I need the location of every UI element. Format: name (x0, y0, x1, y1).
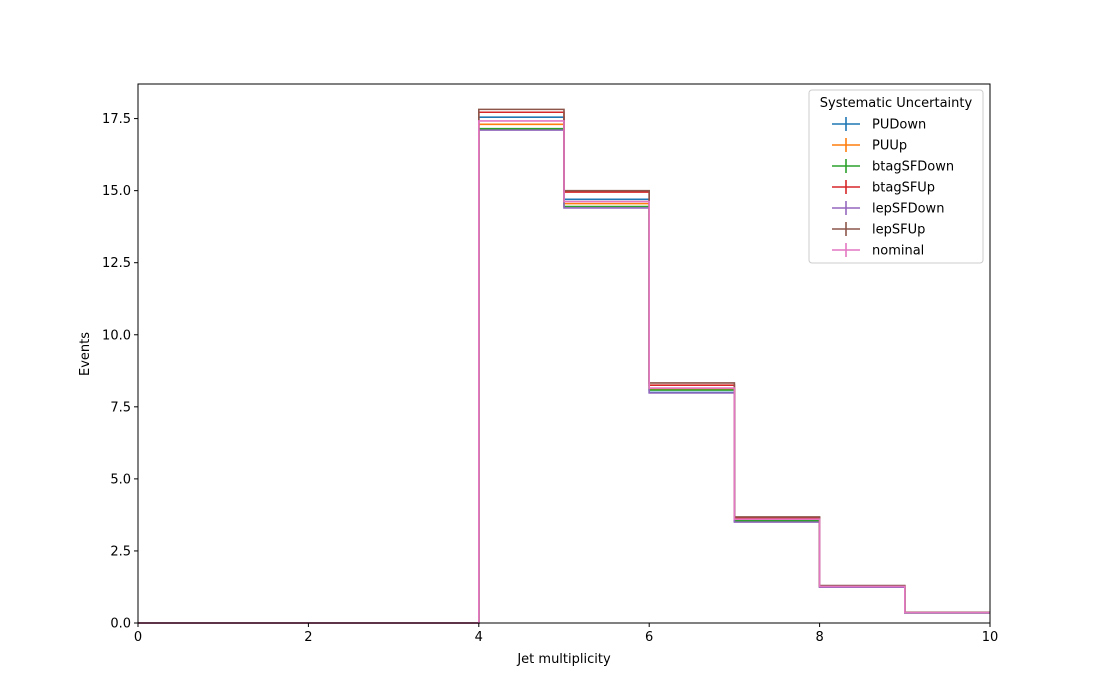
x-tick-label: 0 (134, 630, 142, 645)
legend-label: lepSFUp (872, 223, 925, 238)
y-axis: 0.0 2.5 5.0 7.5 10.0 12.5 15.0 17.5 (102, 112, 138, 632)
x-axis-label: Jet multiplicity (516, 652, 611, 667)
legend-label: nominal (872, 244, 924, 259)
legend-entry-lepSFDown: lepSFDown (832, 201, 944, 217)
y-tick-label: 17.5 (102, 112, 131, 127)
y-tick-label: 0.0 (110, 617, 131, 632)
legend-label: PUUp (872, 139, 907, 154)
plot-frame (137, 83, 991, 624)
y-axis-label: Events (78, 332, 93, 376)
x-tick-label: 2 (304, 630, 312, 645)
legend-entry-btagSFUp: btagSFUp (832, 180, 935, 196)
legend-entry-nominal: nominal (832, 243, 924, 259)
x-tick-label: 4 (475, 630, 483, 645)
x-tick-label: 6 (645, 630, 653, 645)
legend-entry-PUDown: PUDown (832, 117, 926, 133)
y-tick-label: 15.0 (102, 184, 131, 199)
y-tick-label: 10.0 (102, 328, 131, 343)
y-tick-label: 12.5 (102, 256, 131, 271)
legend: Systematic Uncertainty PUDown PUUp btagSFD… (808, 89, 984, 264)
x-tick-label: 10 (982, 630, 999, 645)
legend-title: Systematic Uncertainty (820, 96, 973, 111)
legend-label: lepSFDown (872, 202, 944, 217)
legend-label: btagSFUp (872, 181, 935, 196)
legend-items: PUDown PUUp btagSFDown btagSFUp lepSFDown lep… (832, 117, 954, 259)
y-tick-label: 5.0 (110, 472, 131, 487)
y-tick-label: 7.5 (110, 400, 131, 415)
x-axis: 0 2 4 6 8 10 (134, 623, 998, 645)
y-tick-label: 2.5 (110, 544, 131, 559)
legend-entry-btagSFDown: btagSFDown (832, 159, 954, 175)
legend-entry-PUUp: PUUp (832, 138, 907, 154)
legend-frame (808, 89, 984, 264)
x-tick-label: 8 (815, 630, 823, 645)
legend-label: btagSFDown (872, 160, 954, 175)
legend-label: PUDown (872, 118, 926, 133)
legend-entry-lepSFUp: lepSFUp (832, 222, 925, 238)
